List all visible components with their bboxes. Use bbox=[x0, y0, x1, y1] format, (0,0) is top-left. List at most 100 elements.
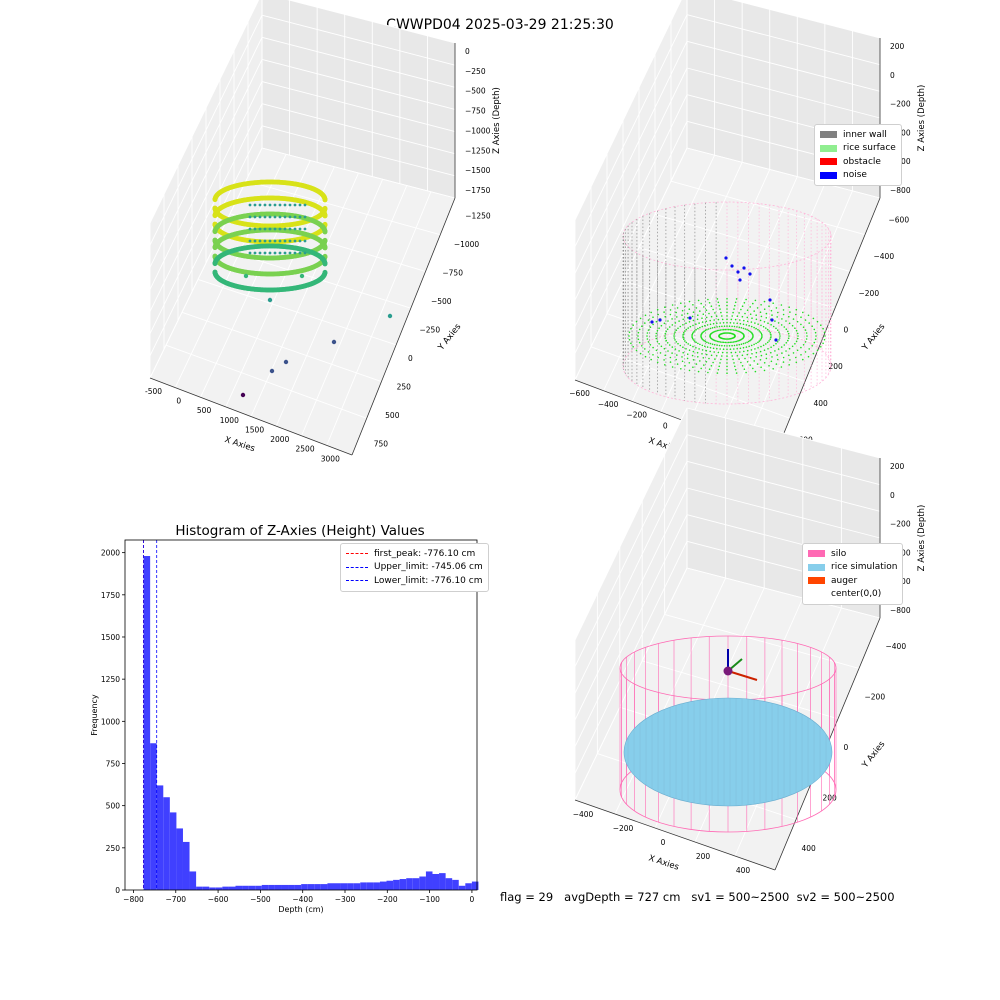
grid-line bbox=[574, 14, 688, 247]
rice-surface-point bbox=[726, 318, 728, 321]
rice-surface-point bbox=[765, 312, 768, 315]
rice-surface-point bbox=[721, 315, 723, 317]
rice-surface-point bbox=[757, 328, 759, 331]
rice-surface-point bbox=[699, 310, 701, 312]
rice-surface-point bbox=[691, 337, 694, 340]
rice-surface-point bbox=[778, 331, 780, 333]
rice-surface-point bbox=[746, 316, 749, 319]
rice-surface-point bbox=[668, 326, 671, 328]
raw-outlier-point bbox=[240, 392, 246, 398]
grid-line bbox=[261, 81, 456, 133]
raw-point bbox=[273, 239, 277, 243]
rice-surface-point bbox=[735, 298, 738, 300]
x-tick-label: −400 bbox=[292, 895, 313, 904]
rice-surface-point bbox=[776, 341, 779, 343]
legend-item-auger: auger bbox=[808, 574, 897, 588]
rice-surface-point bbox=[705, 361, 708, 363]
rice-surface-point bbox=[740, 308, 742, 311]
rice-surface-point bbox=[693, 340, 696, 342]
rice-surface-point bbox=[814, 338, 817, 341]
rice-surface-point bbox=[716, 347, 718, 350]
rice-surface-point bbox=[811, 325, 813, 328]
rice-surface-point bbox=[787, 339, 789, 342]
rice-surface-point bbox=[768, 340, 770, 342]
grid-line bbox=[686, 567, 881, 619]
rice-surface-point bbox=[807, 355, 810, 358]
rice-surface-point bbox=[652, 354, 654, 356]
rice-surface-point bbox=[726, 301, 728, 304]
rice-surface-point bbox=[712, 347, 715, 350]
rice-surface-point bbox=[716, 344, 718, 346]
rice-surface-point bbox=[737, 340, 739, 342]
rice-surface-point bbox=[743, 350, 745, 353]
grid-line bbox=[574, 541, 688, 774]
rice-surface-point bbox=[715, 355, 718, 357]
rice-surface-point bbox=[710, 315, 713, 318]
y-tick-label: −600 bbox=[889, 215, 910, 224]
rice-surface-point bbox=[736, 355, 739, 357]
grid-line bbox=[574, 461, 688, 694]
rice-surface-point bbox=[688, 308, 691, 311]
legend-label: first_peak: -776.10 cm bbox=[374, 548, 476, 559]
rice-surface-point bbox=[759, 339, 762, 341]
left-pane bbox=[575, 0, 687, 380]
rice-surface-point bbox=[678, 320, 680, 322]
noise-point bbox=[748, 272, 752, 276]
rice-surface-point bbox=[699, 343, 701, 346]
raw-point bbox=[298, 215, 302, 219]
rice-surface-point bbox=[738, 358, 740, 360]
rice-surface-point bbox=[713, 351, 715, 353]
rice-surface-point bbox=[754, 348, 756, 350]
rice-surface-point bbox=[758, 340, 761, 342]
histogram-bar bbox=[150, 743, 157, 890]
rice-surface-point bbox=[765, 353, 768, 356]
rice-surface-point bbox=[781, 318, 783, 320]
rice-surface-point bbox=[660, 345, 663, 348]
rice-surface-point bbox=[707, 328, 710, 330]
rice-surface-point bbox=[693, 330, 696, 332]
legend-item-noise: noise bbox=[820, 169, 896, 183]
raw-point bbox=[263, 215, 267, 219]
rice-surface-point bbox=[696, 318, 699, 321]
raw-point bbox=[322, 213, 328, 219]
rice-surface-point bbox=[743, 319, 745, 322]
rice-surface-point bbox=[720, 311, 722, 314]
rice-surface-point bbox=[769, 338, 771, 341]
x-tick-label: 200 bbox=[696, 852, 711, 861]
rice-surface-point bbox=[667, 320, 669, 322]
rice-surface-point bbox=[739, 347, 742, 350]
histogram-bar bbox=[268, 884, 275, 890]
raw-point bbox=[253, 215, 257, 219]
rice-surface-point bbox=[719, 341, 722, 343]
y-tick-label: 400 bbox=[814, 399, 829, 408]
noise-point bbox=[770, 318, 774, 322]
rice-surface-point bbox=[795, 329, 798, 332]
rice-surface-point bbox=[760, 315, 763, 318]
rice-surface-point bbox=[721, 329, 723, 331]
rice-surface-point bbox=[665, 330, 667, 333]
y-tick-label: 2000 bbox=[101, 549, 120, 558]
rice-surface-point bbox=[644, 355, 647, 358]
z-tick-label: 200 bbox=[890, 462, 905, 471]
panel4-legend: silo rice simulation auger center(0,0) bbox=[802, 543, 904, 605]
histogram-bar bbox=[202, 886, 210, 890]
rice-surface-point bbox=[688, 369, 691, 372]
rice-surface-point bbox=[824, 335, 826, 337]
rice-surface-point bbox=[646, 338, 649, 340]
rice-surface-point bbox=[734, 351, 737, 354]
histogram-bar bbox=[196, 886, 203, 890]
raw-point bbox=[303, 227, 307, 231]
flag-value: flag = 29 bbox=[500, 890, 554, 904]
rice-surface-point bbox=[728, 325, 731, 328]
rice-surface-point bbox=[656, 329, 659, 332]
x-tick-label: 0 bbox=[176, 397, 181, 406]
rice-surface-point bbox=[772, 344, 775, 347]
rice-surface-point bbox=[704, 345, 706, 348]
avg-depth-value: avgDepth = 727 cm bbox=[564, 890, 681, 904]
x-tick-label: −200 bbox=[613, 824, 634, 833]
raw-outlier-point bbox=[269, 368, 275, 374]
rice-surface-point bbox=[726, 358, 728, 361]
noise-point bbox=[738, 278, 742, 282]
rice-surface-point bbox=[647, 341, 650, 343]
rice-surface-point bbox=[701, 325, 704, 328]
